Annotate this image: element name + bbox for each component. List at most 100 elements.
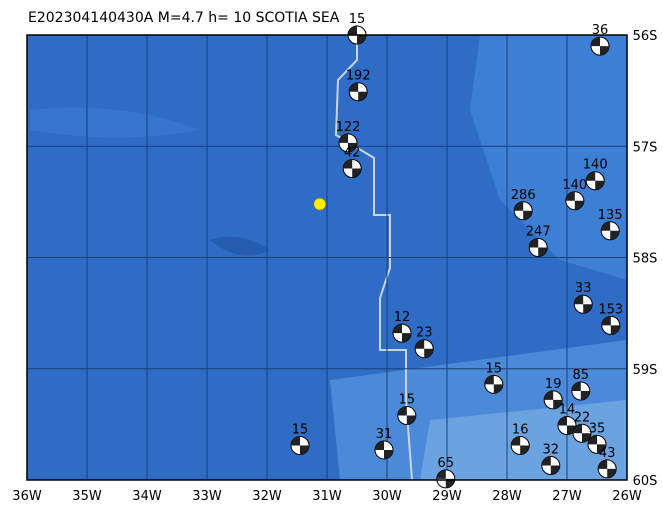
lon-label: 32W [252,489,282,504]
beachball-quadrant [529,238,548,257]
depth-label: 153 [598,302,623,317]
lon-label: 27W [552,489,582,504]
beachball-quadrant [393,324,411,343]
focal-mechanism [597,459,617,479]
focal-mechanism [342,159,362,178]
depth-label: 31 [376,427,393,442]
lon-label: 26W [612,489,642,504]
depth-label: 65 [438,456,455,471]
focal-mechanism [338,133,358,153]
depth-label: 15 [349,12,366,27]
focal-mechanism [557,415,577,435]
beachball-quadrant [586,171,605,190]
focal-mechanism [590,36,610,56]
beachball-quadrant [574,295,593,314]
beachball-quadrant [291,436,309,455]
beachball-quadrant [601,221,620,240]
depth-label: 14 [559,402,576,417]
beachball-quadrant [511,436,530,455]
beachball-quadrant [591,37,609,56]
depth-label: 43 [599,446,616,461]
focal-mechanism [585,171,605,191]
depth-label: 85 [573,368,590,383]
focal-mechanism [513,201,533,221]
focal-mechanism [510,436,530,456]
lon-label: 31W [312,489,342,504]
beachball-quadrant [573,424,591,443]
focal-mechanism [565,191,585,211]
depth-label: 135 [598,208,623,223]
beachball-quadrant [565,191,584,210]
focal-mechanism [414,339,434,359]
beachball-quadrant [601,316,620,335]
depth-label: 140 [583,158,608,173]
beachball-quadrant [544,390,563,409]
depth-label: 16 [512,423,529,438]
focal-mechanism [397,405,417,425]
depth-label: 286 [511,188,536,203]
depth-label: 32 [543,443,560,458]
depth-label: 33 [575,281,592,296]
beachball-quadrant [484,375,503,394]
focal-mechanism [348,82,368,102]
lon-label: 35W [72,489,102,504]
beachball-quadrant [598,459,617,478]
depth-label: 15 [486,361,503,376]
shallow-region [27,35,627,280]
depth-label: 15 [399,392,416,407]
lat-label: 60S [633,474,658,489]
beachball-quadrant [339,133,357,152]
depth-label: 19 [545,377,562,392]
lat-label: 56S [633,29,658,44]
focal-mechanism [541,456,561,476]
lat-label: 58S [633,252,658,267]
beachball-quadrant [541,456,560,475]
focal-mechanism [392,323,412,343]
beachball-quadrant [558,416,576,435]
depth-label: 192 [346,69,371,84]
lon-label: 34W [132,489,162,504]
focal-mechanism [571,381,591,401]
lat-label: 57S [633,140,658,155]
beachball-quadrant [588,435,606,454]
beachball-quadrant [397,406,416,425]
beachball-quadrant [343,159,362,178]
focal-mechanism [290,436,310,456]
beachball-quadrant [415,339,434,358]
depth-label: 35 [589,421,606,436]
focal-mechanism [484,374,504,394]
depth-label: 36 [592,23,609,38]
focal-mechanism [601,315,621,335]
map-frame [26,34,628,481]
focal-mechanism [436,469,456,489]
beachball-quadrant [375,440,393,459]
depth-label: 15 [292,423,309,438]
depth-label: 12 [394,310,411,325]
epicenter [313,197,327,211]
beachball-quadrant [349,82,368,101]
depth-label: 23 [416,326,433,341]
beachball-quadrant [348,26,366,44]
focal-mechanism [543,390,563,410]
beachball-quadrant [436,469,455,488]
deep-region [210,236,270,256]
depth-label: 42 [344,146,361,161]
focal-mechanism [528,237,548,257]
shallow-region [30,107,200,138]
focal-mechanism [600,221,620,241]
focal-mechanism [572,423,592,443]
plate-boundary [334,35,413,481]
depth-label: 22 [574,410,591,425]
depth-label: 140 [562,178,587,193]
depth-label: 122 [336,120,361,135]
lon-label: 28W [492,489,522,504]
depth-label: 247 [526,224,551,239]
lon-label: 33W [192,489,222,504]
focal-mechanism [587,434,607,454]
lon-label: 30W [372,489,402,504]
focal-mechanism [573,294,593,314]
focal-mechanism [374,440,394,460]
beachball-quadrant [571,382,590,400]
beachball-quadrant [514,201,533,220]
